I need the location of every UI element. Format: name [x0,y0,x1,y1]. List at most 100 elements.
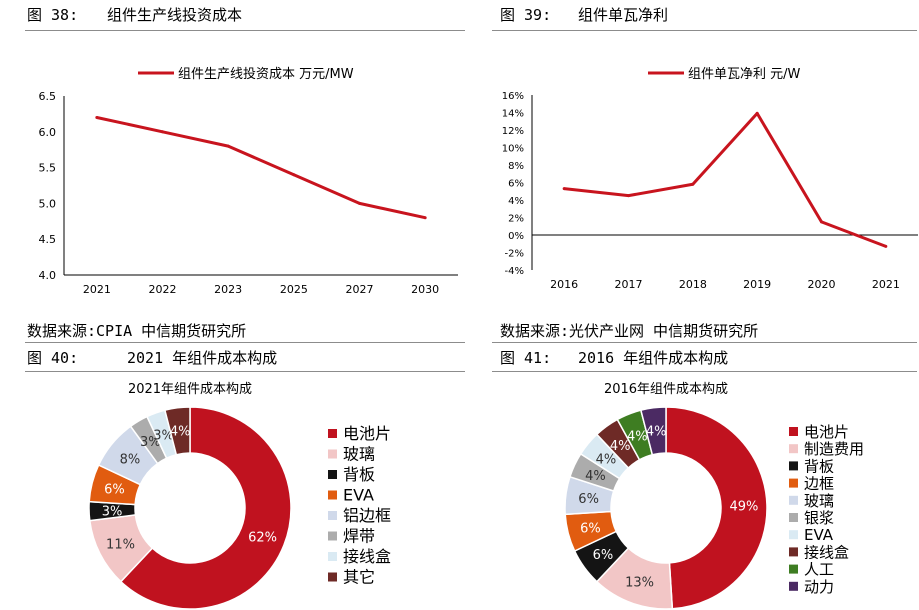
x-tick-label: 2021 [83,283,111,296]
data-point [820,220,823,224]
y-tick-label: 14% [502,109,524,120]
legend-swatch [789,564,798,574]
slice-10 [639,406,667,456]
legend-swatch [789,444,798,454]
slice-label: 6% [580,521,601,536]
figure-title: 组件单瓦净利 [578,6,669,24]
figure-number: 图 39: [500,6,552,24]
slice-label: 3% [102,504,123,519]
x-tick-label: 2019 [743,278,771,291]
figure-title: 2021 年组件成本构成 [127,349,278,367]
legend-label: 铝边框 [343,506,391,525]
slice-label: 13% [625,575,654,590]
figure-source: 数据来源:CPIA 中信期货研究所 [25,320,465,343]
legend-swatch [328,531,337,541]
x-tick-label: 2016 [550,278,578,291]
x-tick-label: 2021 [872,278,900,291]
figure-number: 图 38: [27,6,79,24]
data-point [161,130,164,134]
x-tick-label: 2022 [149,283,177,296]
legend-label: 边框 [804,475,834,493]
legend-swatch [789,461,798,471]
slice-label: 6% [578,492,599,507]
chart-title: 2016年组件成本构成 [604,382,728,397]
y-tick-label: 8% [508,161,524,172]
y-tick-label: 10% [502,144,524,155]
figure-header: 图 38: 组件生产线投资成本 [25,0,465,31]
figure-41-panel: 图 41: 2016 年组件成本构成 2016年组件成本构成 49% 13% 6% 6%… [490,345,919,610]
data-point [755,111,759,115]
slice-1 [119,406,292,610]
legend-swatch [789,427,798,436]
legend-label: EVA [804,526,834,544]
slice-label: 4% [646,425,667,440]
y-tick-label: 2% [508,214,524,225]
data-point [562,187,566,191]
series-line [564,111,887,248]
figure-source: 数据来源:光伏产业网 中信期货研究所 [492,320,917,343]
slice-label: 8% [120,452,141,467]
legend-swatch [328,449,337,459]
figure-title: 组件生产线投资成本 [107,6,243,24]
legend-label: 焊带 [343,527,375,546]
figure-number: 图 40: [27,349,79,367]
legend-label: 动力 [804,578,834,596]
legend-label: 电池片 [343,424,391,443]
figure-title: 2016 年组件成本构成 [578,349,729,367]
slice-8 [163,406,191,456]
y-tick-label: 5.0 [39,197,57,210]
figure-39-panel: 图 39: 组件单瓦净利 组件单瓦净利 元/W -4% -2% 0% 2% 4% 6% 8% 1… [490,0,919,345]
slice-label: 3% [153,429,174,444]
source-text: 数据来源:CPIA 中信期货研究所 [27,322,247,340]
legend-label: 玻璃 [343,445,375,464]
x-tick-label: 2027 [346,283,374,296]
y-tick-label: 5.5 [39,162,57,175]
slice-label: 4% [627,429,648,444]
data-point [627,194,630,198]
source-text: 数据来源:光伏产业网 中信期货研究所 [500,322,759,340]
y-tick-label: 6.0 [39,126,57,139]
legend-swatch [789,547,798,557]
y-tick-label: 6.5 [39,90,57,103]
x-tick-label: 2025 [280,283,308,296]
y-tick-label: 12% [502,126,524,137]
chart-title: 2021年组件成本构成 [128,382,252,397]
figure-header: 图 41: 2016 年组件成本构成 [492,345,917,372]
legend-swatch [328,470,337,479]
series-line [96,116,426,220]
legend-swatch [328,511,337,520]
slice-1 [665,406,768,610]
slice-label: 4% [596,452,617,467]
legend-label: 组件生产线投资成本 万元/MW [178,66,354,82]
data-point [358,201,361,205]
y-tick-label: -4% [505,266,524,277]
y-tick-label: 4.5 [39,233,57,246]
slice-label: 49% [730,500,759,515]
data-point [226,144,230,148]
data-point [292,173,296,177]
legend-label: 接线盒 [804,543,849,561]
legend-label: 其它 [343,568,375,587]
y-tick-label: -2% [505,249,524,260]
slice-label: 4% [610,439,631,454]
legend-swatch [328,552,337,561]
y-tick-label: 16% [502,91,524,102]
y-tick-label: 0% [508,231,524,242]
line-chart-net-profit: 组件单瓦净利 元/W -4% -2% 0% 2% 4% 6% 8% 10% 12% 14% 16% 20… [502,67,918,291]
x-tick-label: 2017 [615,278,643,291]
legend-swatch [789,495,798,505]
legend-swatch [789,530,798,540]
figure-38-panel: 图 38: 组件生产线投资成本 组件生产线投资成本 万元/MW 4.0 4.5 5.0… [0,0,470,345]
legend-label: 银浆 [804,509,834,527]
legend-label: 电池片 [804,423,849,441]
legend-label: 制造费用 [804,440,864,458]
x-tick-label: 2020 [808,278,836,291]
data-point [691,182,695,186]
slice-label: 4% [585,469,606,484]
legend-swatch [789,478,798,488]
legend-swatch [328,429,337,438]
legend-label: 组件单瓦净利 元/W [688,67,801,82]
legend-swatch [328,490,337,500]
